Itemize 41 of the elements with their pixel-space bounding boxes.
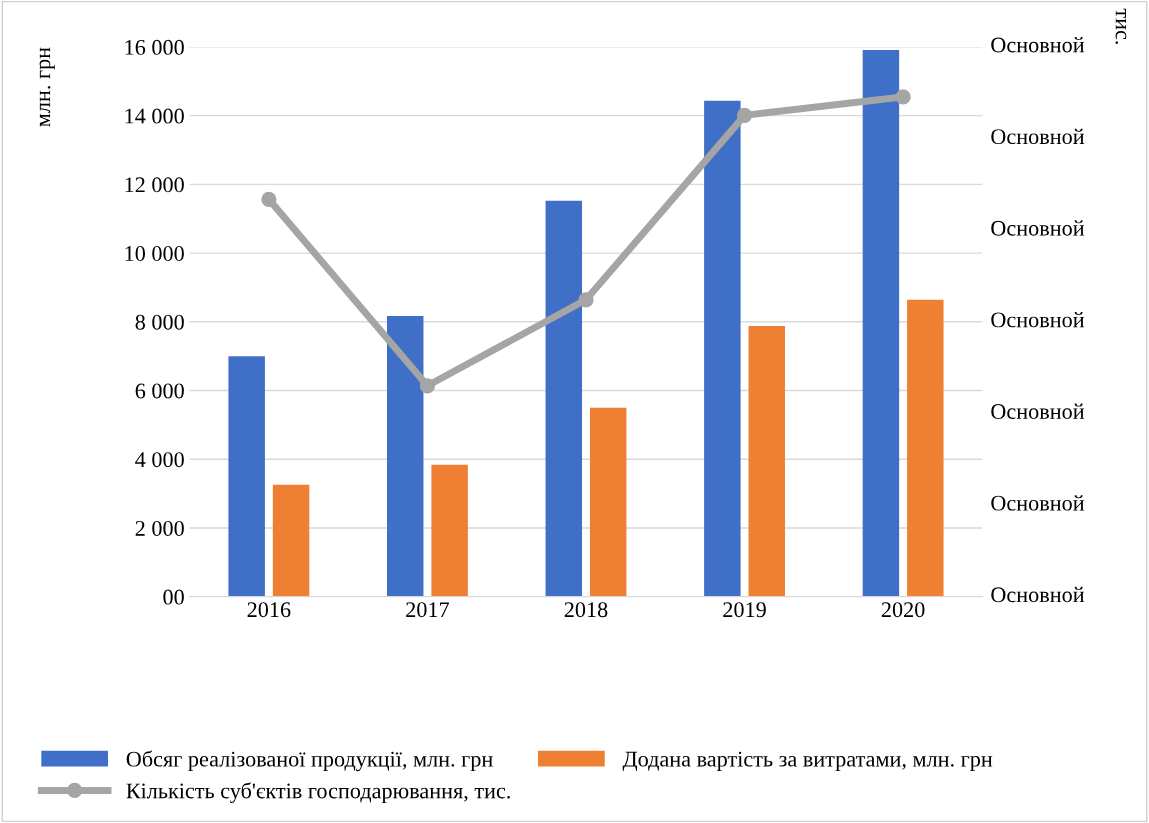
y-tick-label: 10 000	[125, 246, 184, 261]
category-label: Основной	[991, 128, 1085, 145]
category-label: Основной	[991, 311, 1085, 328]
y-tick-label: 4 000	[135, 452, 184, 468]
category-label: Основной	[991, 495, 1085, 511]
y-axis-title: млн. грн	[39, 47, 55, 127]
category-label: Основной	[991, 220, 1085, 236]
bar	[272, 484, 310, 597]
y-tick-label: 8 000	[135, 314, 184, 330]
category-label: Основной	[991, 37, 1085, 53]
y-tick-label: 12 000	[125, 177, 184, 193]
y-tick-label: 14 000	[125, 108, 184, 124]
bar	[431, 464, 468, 597]
bar	[386, 315, 424, 597]
point	[261, 191, 277, 207]
bar	[704, 100, 741, 597]
y-tick-label: 6 000	[135, 383, 184, 399]
point	[895, 89, 911, 105]
bar	[589, 407, 627, 597]
bar	[545, 200, 583, 597]
point	[578, 292, 594, 308]
point	[736, 107, 753, 124]
bar	[748, 325, 785, 597]
x-tick-label: 2018	[564, 602, 608, 618]
legend-label: Кількість суб'єктів господарювання, тис.	[126, 782, 510, 803]
category-label: Основной	[991, 403, 1085, 419]
bar	[228, 356, 265, 597]
y-tick-label: 00	[163, 589, 184, 605]
x-tick-label: 2017	[406, 602, 450, 618]
x-tick-label: 2016	[247, 602, 291, 618]
legend-label: Додана вартість за витратами, млн. грн	[622, 751, 993, 772]
y-tick-label: 16 000	[125, 39, 184, 55]
x-tick-label: 2019	[723, 602, 766, 618]
bar	[907, 299, 944, 597]
point	[419, 378, 436, 394]
x-tick-label: 2020	[881, 602, 925, 618]
y-tick-label: 2 000	[135, 520, 184, 536]
legend-label: Обсяг реалізованої продукції, млн. грн	[126, 750, 493, 772]
bar	[862, 50, 900, 597]
category-label: Основной	[991, 586, 1085, 603]
y2-axis-title: тис.	[1115, 8, 1127, 44]
